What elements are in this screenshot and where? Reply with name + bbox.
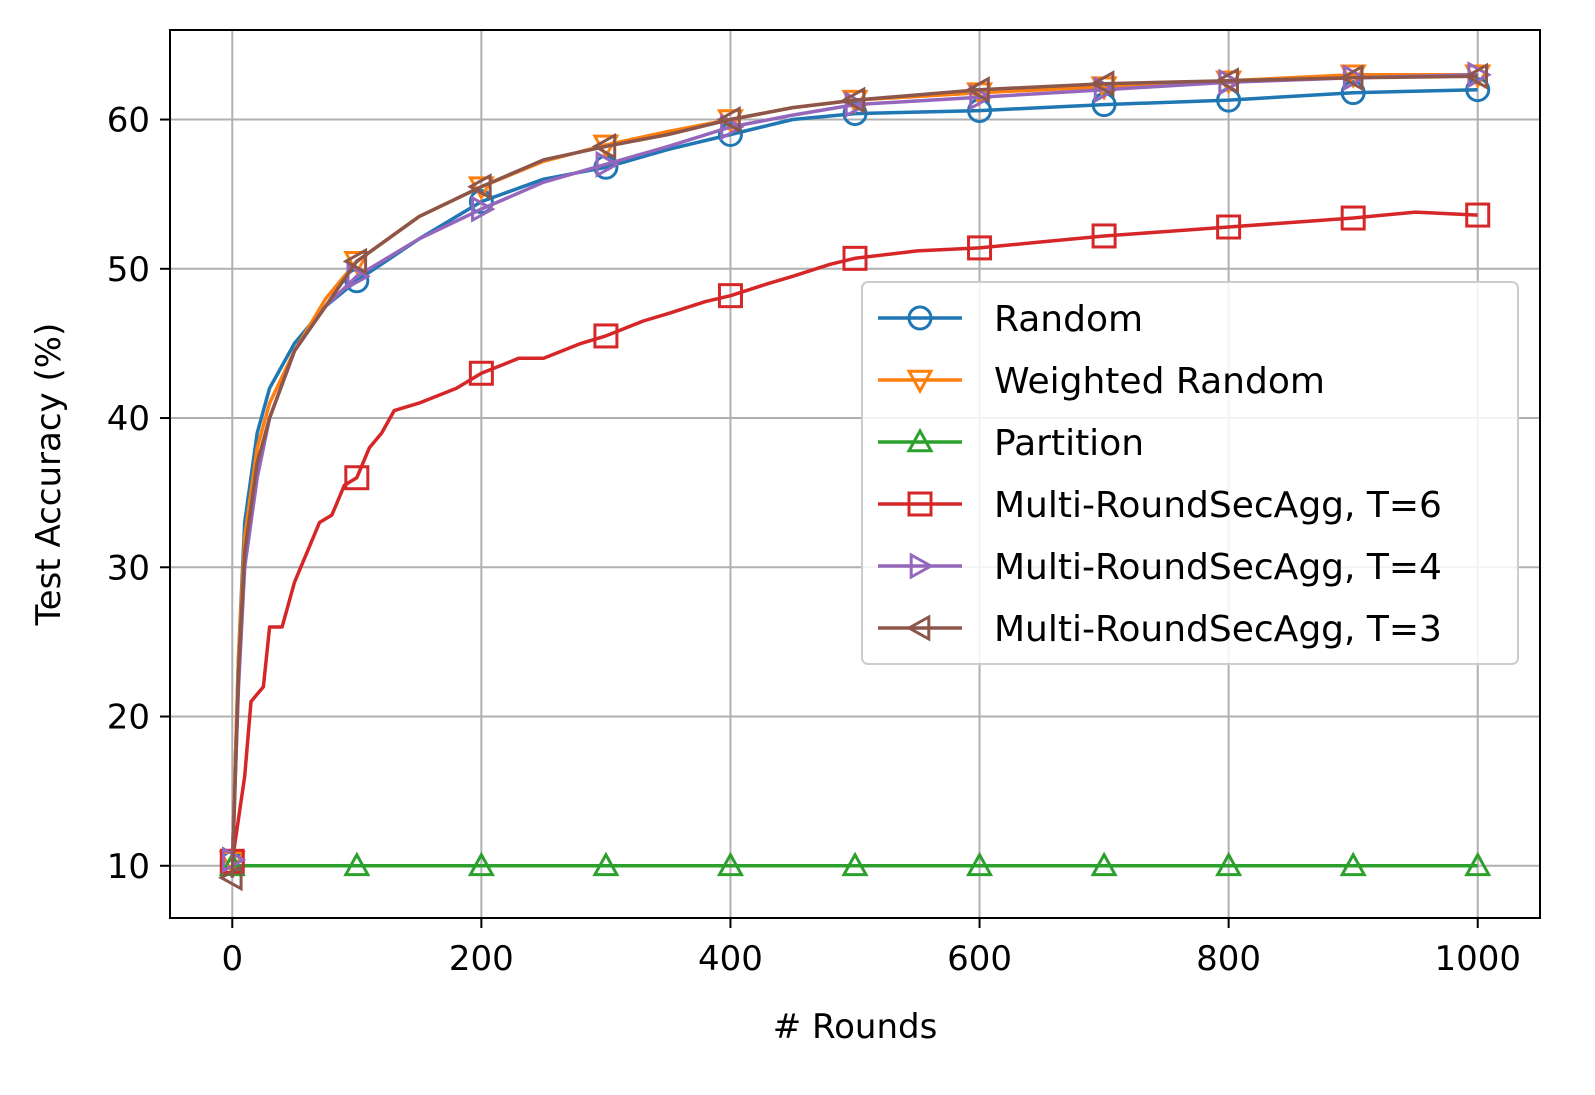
legend-entry: Random <box>878 299 1143 340</box>
series-line <box>230 87 1478 863</box>
legend-marker <box>909 552 935 580</box>
y-axis-label: Test Accuracy (%) <box>29 323 69 627</box>
x-tick-label: 1000 <box>1434 939 1521 979</box>
legend-label: Partition <box>994 423 1144 464</box>
data-point <box>1465 77 1491 103</box>
legend-entry: Multi-RoundSecAgg, T=6 <box>878 485 1442 526</box>
data-point <box>841 851 869 877</box>
series-line <box>230 74 1478 878</box>
y-axis: 10 20 30 40 50 60 <box>107 101 170 887</box>
data-point <box>592 851 620 877</box>
y-tick-label: 20 <box>107 698 150 738</box>
data-point <box>468 360 494 386</box>
data-point <box>967 235 993 261</box>
data-point <box>468 189 494 215</box>
data-point <box>218 864 243 892</box>
data-point <box>842 101 868 127</box>
legend-label: Multi-RoundSecAgg, T=3 <box>994 609 1442 650</box>
data-point <box>716 105 741 134</box>
data-point <box>717 283 743 309</box>
legend-marker <box>906 427 934 453</box>
x-tick-label: 400 <box>698 939 763 979</box>
legend-label: Multi-RoundSecAgg, T=4 <box>994 547 1442 588</box>
x-tick-label: 0 <box>221 939 243 979</box>
data-point <box>967 98 993 124</box>
data-point <box>840 86 866 114</box>
data-point <box>1339 851 1367 877</box>
data-point <box>344 465 370 491</box>
y-tick-label: 60 <box>107 101 150 141</box>
series-2 <box>218 851 1492 877</box>
x-tick-label: 800 <box>1196 939 1261 979</box>
y-tick-label: 30 <box>107 548 150 588</box>
data-point <box>342 247 368 275</box>
legend-box <box>861 281 1519 665</box>
data-point <box>1090 70 1115 98</box>
data-point <box>1214 67 1239 95</box>
legend-entry: Weighted Random <box>878 361 1325 402</box>
data-point <box>1463 62 1489 90</box>
series-5 <box>218 62 1489 892</box>
data-point <box>1340 80 1366 106</box>
legend-entry: Partition <box>878 423 1144 464</box>
y-tick-label: 50 <box>107 250 150 290</box>
data-point <box>965 76 990 104</box>
y-tick-label: 10 <box>107 847 150 887</box>
legend-marker <box>907 491 933 517</box>
data-point <box>1465 202 1491 228</box>
series-layer <box>218 61 1492 892</box>
data-point <box>591 132 617 160</box>
legend-marker <box>907 305 933 331</box>
x-tick-label: 200 <box>449 939 514 979</box>
data-point <box>1091 92 1117 118</box>
series-line <box>230 210 1478 862</box>
x-axis-label: # Rounds <box>773 1007 938 1047</box>
data-point <box>593 323 619 349</box>
data-point <box>343 251 371 276</box>
data-point <box>1091 223 1117 249</box>
data-point <box>467 173 492 201</box>
legend-marker <box>906 369 934 395</box>
legend: Random Weighted Random Partition Multi-Roun… <box>861 281 1519 665</box>
legend-marker <box>905 614 931 642</box>
x-tick-label: 600 <box>947 939 1012 979</box>
data-point <box>1464 851 1492 877</box>
data-point <box>716 851 745 877</box>
data-point <box>1215 851 1243 877</box>
plot-area-frame <box>169 29 1541 919</box>
x-axis: 0 200 400 600 800 1000 <box>221 918 1521 979</box>
data-point <box>965 851 994 877</box>
legend-label: Multi-RoundSecAgg, T=6 <box>994 485 1442 526</box>
legend-label: Weighted Random <box>994 361 1325 402</box>
y-tick-label: 40 <box>107 399 150 439</box>
series-line <box>230 73 1478 860</box>
legend-entry: Multi-RoundSecAgg, T=4 <box>878 547 1442 588</box>
data-point <box>969 83 994 111</box>
data-point <box>842 245 868 271</box>
data-point <box>343 851 371 877</box>
data-point <box>467 851 495 877</box>
legend-entry: Multi-RoundSecAgg, T=3 <box>878 609 1442 650</box>
data-point <box>595 150 620 178</box>
data-point <box>1090 851 1118 877</box>
legend-label: Random <box>994 299 1143 340</box>
data-point <box>471 195 496 223</box>
series-3 <box>219 202 1491 874</box>
data-point <box>717 121 743 147</box>
data-point <box>1340 205 1366 231</box>
data-point <box>720 113 745 141</box>
data-point <box>1339 64 1364 92</box>
data-point <box>1216 214 1242 240</box>
